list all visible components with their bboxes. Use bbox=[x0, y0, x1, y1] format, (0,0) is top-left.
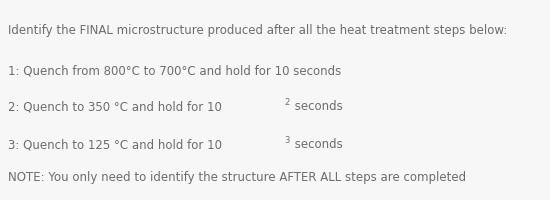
Text: Identify the FINAL microstructure produced after all the heat treatment steps be: Identify the FINAL microstructure produc… bbox=[8, 24, 508, 37]
Text: 3: 3 bbox=[284, 136, 290, 145]
Text: 3: Quench to 125 °C and hold for 10: 3: Quench to 125 °C and hold for 10 bbox=[8, 138, 222, 151]
Text: 1: Quench from 800°C to 700°C and hold for 10 seconds: 1: Quench from 800°C to 700°C and hold f… bbox=[8, 64, 342, 77]
Text: 2: 2 bbox=[284, 98, 289, 107]
Text: NOTE: You only need to identify the structure AFTER ALL steps are completed: NOTE: You only need to identify the stru… bbox=[8, 171, 466, 184]
Text: seconds: seconds bbox=[292, 138, 343, 151]
Text: 2: Quench to 350 °C and hold for 10: 2: Quench to 350 °C and hold for 10 bbox=[8, 100, 222, 113]
Text: seconds: seconds bbox=[291, 100, 343, 113]
